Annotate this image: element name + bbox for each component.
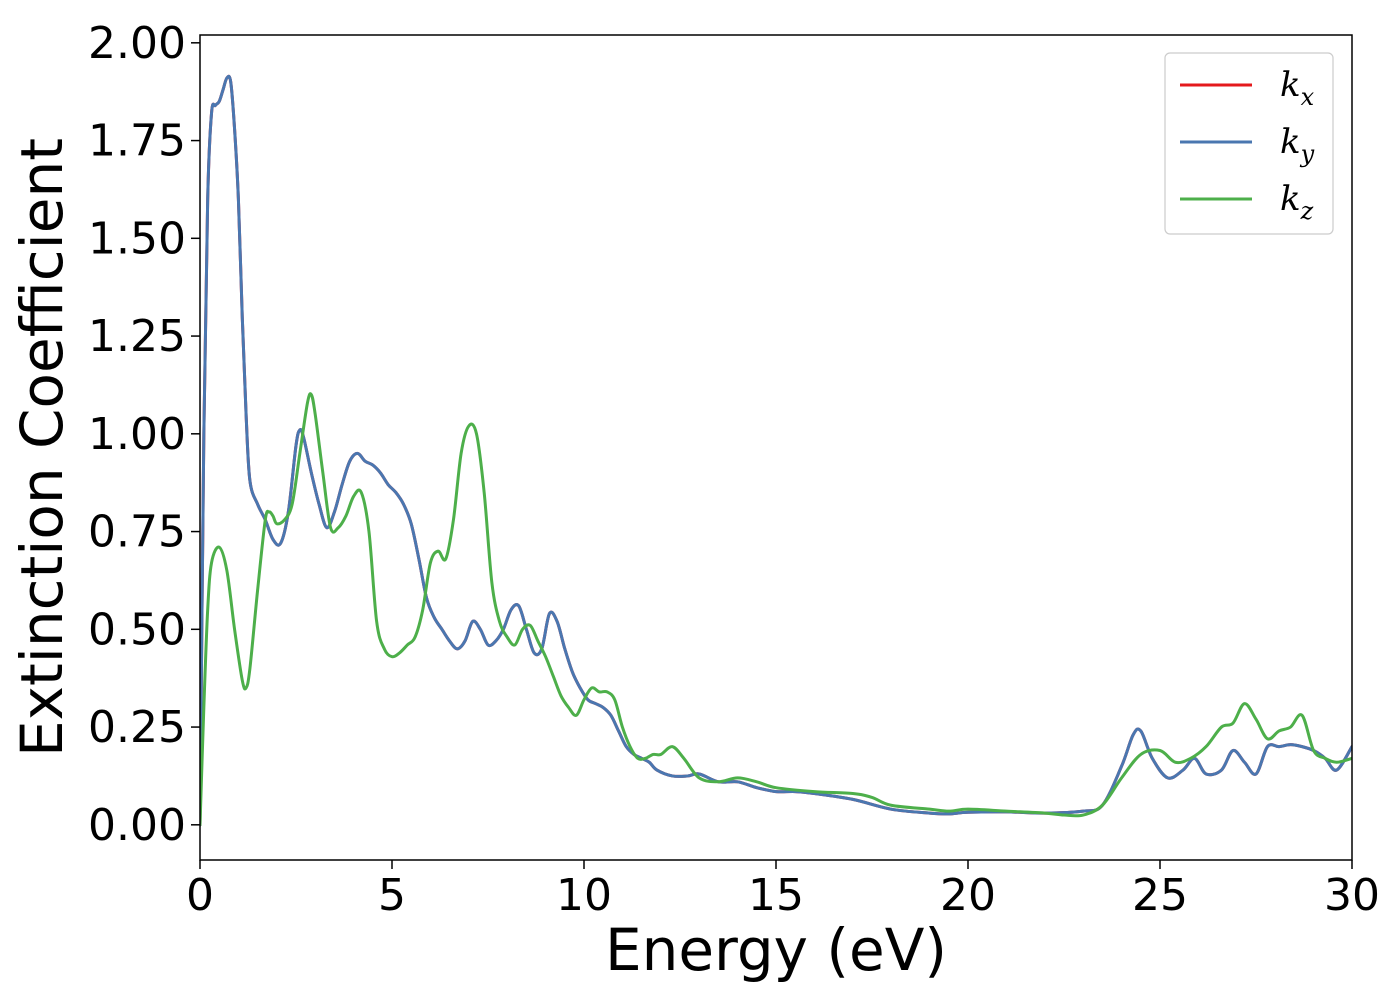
y-tick-label: 0.25 — [88, 702, 186, 753]
y-tick-label: 1.75 — [88, 116, 186, 167]
series-lines — [200, 74, 1352, 827]
y-tick-label: 1.50 — [88, 213, 186, 264]
y-tick-label: 0.75 — [88, 507, 186, 558]
x-tick-label: 0 — [186, 870, 214, 921]
y-tick-label: 0.00 — [88, 800, 186, 851]
legend-label-ky: ky — [1280, 122, 1315, 168]
plot-area — [200, 74, 1352, 827]
x-tick-label: 25 — [1132, 870, 1188, 921]
x-tick-label: 10 — [556, 870, 612, 921]
x-axis-label: Energy (eV) — [605, 916, 947, 984]
x-tick-label: 15 — [748, 870, 804, 921]
y-tick-label: 2.00 — [88, 18, 186, 69]
x-tick-label: 30 — [1324, 870, 1380, 921]
x-tick-label: 5 — [378, 870, 406, 921]
y-tick-label: 0.50 — [88, 604, 186, 655]
y-axis-label: Extinction Coefficient — [8, 138, 76, 757]
series-line-kz — [200, 392, 1352, 827]
y-tick-label: 1.25 — [88, 311, 186, 362]
axes: 0 5 10 15 20 25 30 0.00 0.25 0.50 0.75 1.00 1.25 1.50… — [88, 18, 1380, 921]
x-tick-label: 20 — [940, 870, 996, 921]
y-tick-label: 1.00 — [88, 409, 186, 460]
